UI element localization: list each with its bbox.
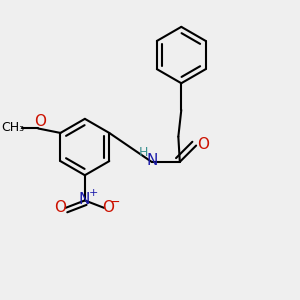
Text: H: H (139, 146, 148, 159)
Text: O: O (102, 200, 114, 215)
Text: O: O (54, 200, 66, 215)
Text: N: N (147, 154, 158, 169)
Text: O: O (198, 136, 210, 152)
Text: +: + (88, 188, 98, 198)
Text: N: N (78, 192, 90, 207)
Text: CH₃: CH₃ (2, 121, 25, 134)
Text: −: − (109, 196, 120, 209)
Text: O: O (34, 114, 46, 129)
